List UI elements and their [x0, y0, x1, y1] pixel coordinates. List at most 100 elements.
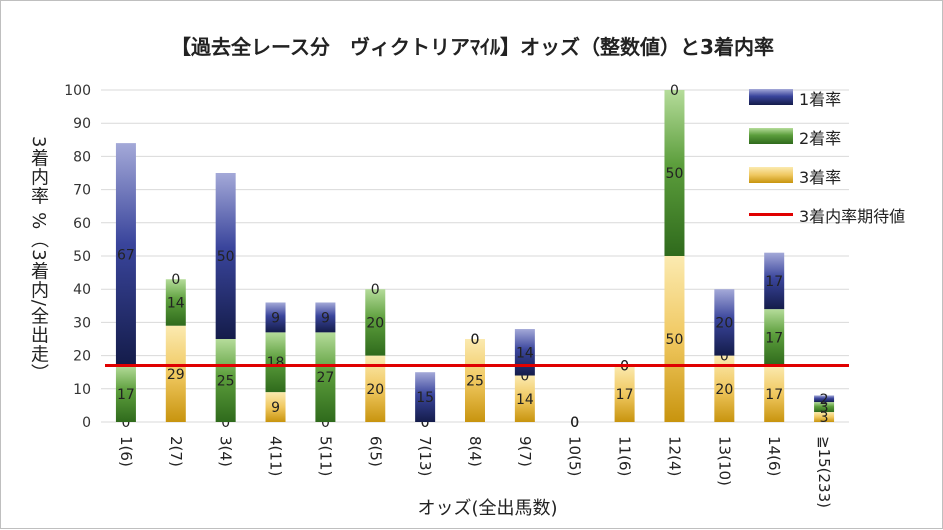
data-label: 17	[765, 274, 783, 290]
y-tick-label: 70	[73, 183, 91, 199]
data-label: 17	[616, 387, 634, 403]
y-axis-label: 3着内率 %（3着内/全出走）	[28, 136, 49, 383]
y-tick-label: 0	[82, 415, 91, 431]
legend-item: 1着率	[749, 85, 939, 109]
data-label: 3	[820, 400, 829, 416]
data-label: 25	[217, 374, 235, 390]
data-label: 15	[416, 390, 434, 406]
data-label: 20	[366, 382, 384, 398]
x-tick-label: 7(13)	[416, 436, 434, 476]
y-tick-label: 90	[73, 116, 91, 132]
bar-segment	[814, 412, 835, 422]
y-tick-label: 50	[73, 249, 91, 265]
bar-segment	[365, 355, 386, 422]
data-label: 0	[471, 332, 480, 348]
data-label: 0	[670, 83, 679, 99]
legend-swatch	[749, 213, 793, 216]
data-label: 17	[765, 387, 783, 403]
x-tick-label: 11(6)	[616, 436, 634, 476]
bar-segment	[165, 325, 186, 422]
bar-segment	[165, 279, 186, 326]
data-label: 9	[321, 310, 330, 326]
bar-segment	[315, 332, 336, 422]
data-label: 0	[570, 415, 579, 431]
data-label: 20	[366, 315, 384, 331]
chart-title: 【過去全レース分 ヴィクトリアﾏｲﾙ】オッズ（整数値）と3着内率	[171, 35, 774, 59]
data-label: 20	[715, 382, 733, 398]
bar-segment	[115, 365, 136, 422]
legend-label: 3着率	[799, 168, 842, 187]
x-tick-label: 9(7)	[516, 436, 534, 467]
bar-segment	[764, 365, 785, 422]
x-tick-label: 2(7)	[167, 436, 185, 467]
x-tick-label: ≧15(233)	[815, 436, 833, 508]
data-label: 9	[271, 400, 280, 416]
data-label: 0	[221, 415, 230, 431]
legend-swatch	[749, 167, 793, 183]
data-label: 50	[217, 249, 235, 265]
data-label: 0	[570, 415, 579, 431]
x-tick-label: 14(6)	[765, 436, 783, 476]
bar-segment	[664, 90, 685, 256]
data-label: 0	[720, 349, 729, 365]
legend-swatch	[749, 89, 793, 105]
data-label: 25	[466, 374, 484, 390]
legend-item: 2着率	[749, 124, 939, 148]
bar-segment	[714, 289, 735, 356]
data-label: 17	[765, 330, 783, 346]
bar-segment	[814, 395, 835, 403]
data-label: 0	[520, 369, 529, 385]
y-tick-label: 20	[73, 349, 91, 365]
bar-segment	[115, 143, 136, 366]
data-label: 0	[371, 282, 380, 298]
data-label: 0	[421, 415, 430, 431]
bar-segment	[315, 302, 336, 333]
y-tick-label: 80	[73, 149, 91, 165]
bar-segment	[664, 256, 685, 422]
bar-segment	[215, 173, 236, 339]
bar-segment	[265, 332, 286, 393]
data-label: 2	[820, 392, 829, 408]
bar-segment	[514, 329, 535, 376]
bar-segment	[365, 289, 386, 356]
data-label: 9	[271, 310, 280, 326]
x-axis-label: オッズ(全出馬数)	[417, 498, 558, 519]
legend-label: 1着率	[799, 90, 842, 109]
data-label: 50	[666, 166, 684, 182]
y-tick-label: 60	[73, 216, 91, 232]
data-label: 29	[167, 367, 185, 383]
data-label: 3	[820, 410, 829, 426]
y-tick-label: 40	[73, 282, 91, 298]
bar-segment	[265, 302, 286, 333]
legend-swatch	[749, 128, 793, 144]
bar-segment	[764, 252, 785, 310]
x-tick-label: 6(5)	[366, 436, 384, 467]
bar-segment	[814, 402, 835, 413]
bar-segment	[714, 355, 735, 422]
x-tick-label: 13(10)	[715, 436, 733, 486]
x-tick-label: 8(4)	[466, 436, 484, 467]
bar-segment	[215, 339, 236, 422]
data-label: 14	[516, 345, 534, 361]
bar-segment	[764, 309, 785, 366]
bar-segment	[465, 339, 485, 422]
legend-item: 3着率	[749, 163, 939, 187]
data-label: 20	[715, 315, 733, 331]
data-label: 0	[121, 415, 130, 431]
x-tick-label: 3(4)	[217, 436, 235, 467]
data-label: 0	[471, 332, 480, 348]
legend-label: 2着率	[799, 129, 842, 148]
bar-segment	[614, 365, 635, 422]
bar-segment	[415, 372, 436, 422]
data-label: 67	[117, 247, 135, 263]
data-label: 17	[117, 387, 135, 403]
data-label: 0	[321, 415, 330, 431]
legend-label: 3着内率期待値	[799, 207, 906, 226]
y-tick-label: 30	[73, 315, 91, 331]
x-tick-label: 12(4)	[665, 436, 683, 476]
bar-segment	[514, 375, 535, 422]
bar-segment	[265, 392, 286, 422]
x-tick-label: 5(11)	[316, 436, 334, 476]
